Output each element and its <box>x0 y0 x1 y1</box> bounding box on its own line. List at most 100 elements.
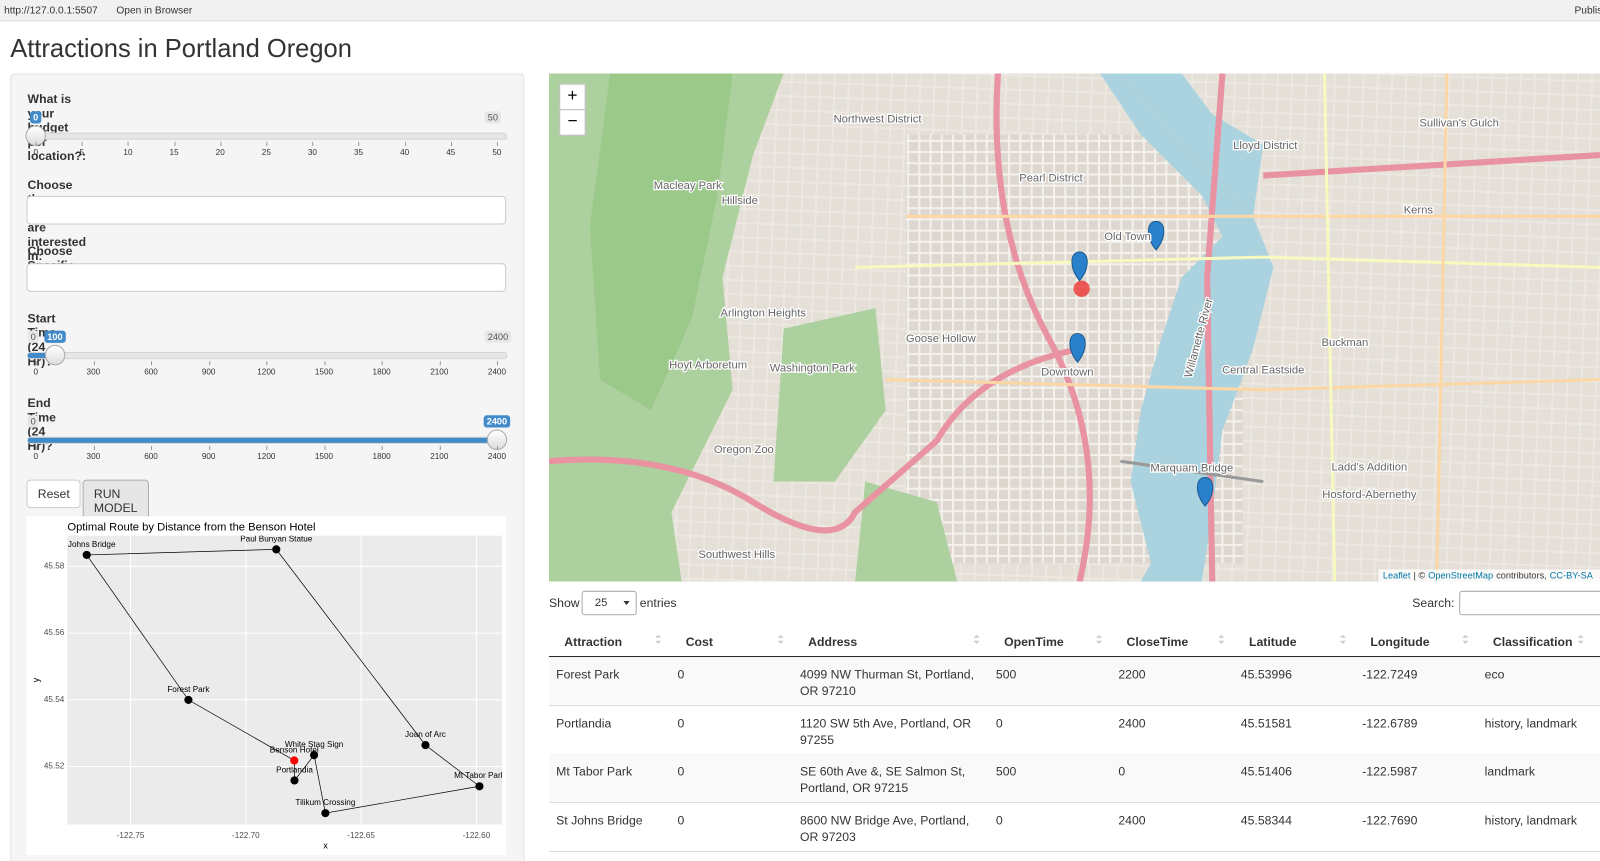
slider-tick <box>358 141 360 146</box>
map-label: Central Eastside <box>1222 364 1304 376</box>
slider-tick-label: 5 <box>79 147 85 158</box>
slider-tick <box>35 361 37 366</box>
url: http://127.0.0.1:5507 <box>4 5 98 17</box>
entries-label: entries <box>639 595 677 611</box>
slider-handle[interactable] <box>44 344 66 366</box>
slider-tick-label: 600 <box>144 367 158 377</box>
markers <box>1069 220 1214 507</box>
slider-tick-label: 2400 <box>487 367 507 377</box>
slider-tick-label: 900 <box>201 367 216 377</box>
table-cell: 0 <box>1118 764 1126 779</box>
attribution-part: | © <box>1413 570 1426 581</box>
locations-input[interactable] <box>26 263 507 292</box>
search-label: Search: <box>1412 595 1455 611</box>
column-header[interactable]: Classification <box>1492 634 1573 649</box>
slider-fill <box>27 437 497 443</box>
route-point <box>290 776 299 785</box>
attribution-part: contributors, <box>1496 570 1547 581</box>
row-border <box>548 850 1600 852</box>
publish[interactable]: Publish <box>1574 5 1600 17</box>
x-tick-label: -122.75 <box>117 831 145 840</box>
table-cell: Forest Park <box>556 667 620 682</box>
slider-tick <box>323 445 325 450</box>
table-cell: 0 <box>677 667 685 682</box>
slider-tick-label: 2400 <box>487 452 507 462</box>
map-label: Hillside <box>722 195 758 207</box>
start-marker[interactable] <box>1073 280 1090 297</box>
sort-icon <box>1218 634 1225 647</box>
column-header[interactable]: Cost <box>685 634 713 649</box>
table-cell: 0 <box>995 715 1003 731</box>
slider-tick-label: 40 <box>400 147 410 158</box>
map-marker[interactable] <box>1069 333 1086 364</box>
zoom-out[interactable]: − <box>559 109 586 136</box>
slider-tick <box>323 361 325 366</box>
slider-tick <box>312 141 314 146</box>
map-label: Oregon Zoo <box>714 444 774 456</box>
column-header[interactable]: Address <box>808 634 858 649</box>
route-point <box>290 756 299 765</box>
search-input[interactable] <box>1459 590 1600 616</box>
slider-track <box>27 132 508 140</box>
map-label: Northwest District <box>834 113 923 125</box>
y-tick-label: 45.56 <box>44 628 65 637</box>
attribution-part[interactable]: OpenStreetMap <box>1428 570 1494 581</box>
open-in-browser[interactable]: Open in Browser <box>116 5 193 17</box>
map-label: Marquam Bridge <box>1150 462 1233 474</box>
route-point <box>321 809 330 818</box>
slider-tick <box>266 445 268 450</box>
x-tick-label: -122.65 <box>347 831 375 840</box>
column-header[interactable]: Latitude <box>1248 634 1297 649</box>
slider-tick-label: 0 <box>33 367 38 377</box>
route-point <box>184 695 193 704</box>
length-select[interactable]: 25 <box>581 590 637 616</box>
point-label: Portlandia <box>276 765 313 774</box>
point-label: Paul Bunyan Statue <box>240 534 313 543</box>
column-header[interactable]: CloseTime <box>1126 634 1189 649</box>
slider-tick <box>93 445 95 450</box>
slider-tick-label: 50 <box>492 147 502 158</box>
reset-button[interactable]: Reset <box>26 479 81 509</box>
y-axis-label: y <box>31 677 41 682</box>
attribution-part[interactable]: Leaflet <box>1382 570 1411 581</box>
map-tiles: Northwest District Pearl District Lloyd Di… <box>548 73 1600 582</box>
sort-icon <box>655 634 662 647</box>
attribution-part[interactable]: CC-BY-SA <box>1549 570 1593 581</box>
zoom-in[interactable]: + <box>559 83 586 111</box>
map-marker[interactable] <box>1071 251 1088 282</box>
browser-bar: http://127.0.0.1:5507 Open in Browser Pu… <box>0 0 1600 22</box>
route-point <box>272 545 281 554</box>
map[interactable]: Northwest District Pearl District Lloyd Di… <box>548 73 1600 582</box>
sort-icon <box>1095 634 1103 647</box>
header-border <box>548 656 1600 658</box>
route-point <box>82 550 91 559</box>
route-line <box>86 549 481 814</box>
column-header[interactable]: OpenTime <box>1004 634 1064 649</box>
table-cell: -122.6789 <box>1362 715 1418 731</box>
point-label: Tilikum Crossing <box>295 798 355 807</box>
row-bg <box>548 657 1600 706</box>
slider-tick-label: 300 <box>86 452 101 462</box>
map-label: Buckman <box>1322 337 1369 349</box>
length-value: 25 <box>594 596 608 610</box>
column-header[interactable]: Longitude <box>1370 634 1430 649</box>
map-label: Goose Hollow <box>906 333 977 345</box>
table-cell: history, landmark <box>1484 715 1578 731</box>
slider-tick-label: 2100 <box>430 452 449 462</box>
map-label: Downtown <box>1041 367 1093 379</box>
table-cell: St Johns Bridge <box>556 812 643 828</box>
map-label: Pearl District <box>1019 173 1083 185</box>
map-marker[interactable] <box>1196 477 1214 507</box>
slider-tick <box>208 445 210 450</box>
column-header[interactable]: Attraction <box>564 634 623 649</box>
areas-input[interactable] <box>26 195 507 225</box>
map-marker[interactable] <box>1147 220 1165 251</box>
table-cell: 2400 <box>1118 812 1146 828</box>
slider-tick <box>450 141 452 146</box>
table-cell: 0 <box>995 812 1003 828</box>
slider-tick <box>81 141 83 146</box>
slider-tick-label: 1500 <box>314 452 334 462</box>
slider-tick-label: 600 <box>144 452 158 462</box>
slider-tick <box>381 445 383 450</box>
